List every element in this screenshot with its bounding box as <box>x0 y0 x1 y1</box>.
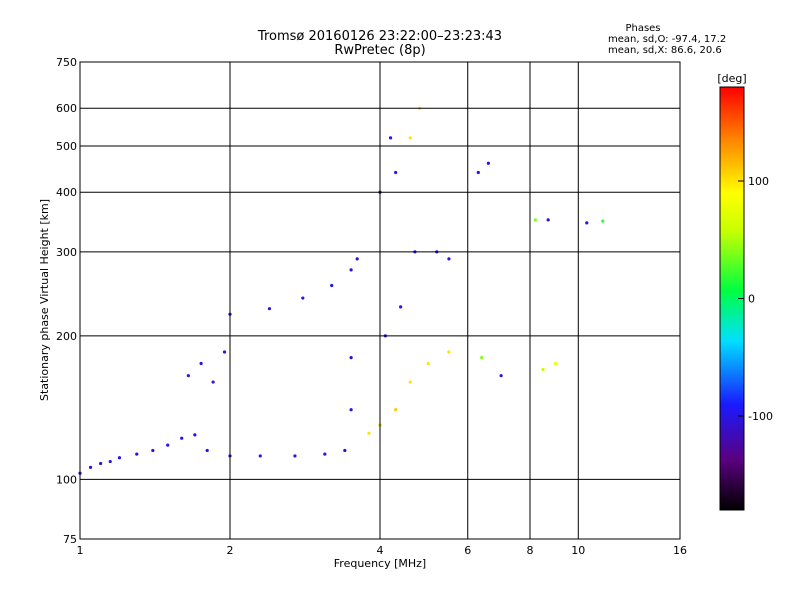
data-point <box>546 218 550 222</box>
data-point <box>343 448 347 453</box>
data-point <box>367 431 371 435</box>
data-point <box>199 361 203 366</box>
data-point <box>408 136 412 140</box>
y-tick-label: 600 <box>56 102 77 115</box>
chart-title: Tromsø 20160126 23:22:00–23:23:43 <box>257 29 502 44</box>
data-point <box>541 367 545 372</box>
data-point <box>349 356 353 360</box>
data-point <box>186 374 190 378</box>
data-point <box>205 448 209 453</box>
data-point <box>499 374 503 378</box>
y-tick-label: 750 <box>56 56 77 69</box>
data-point <box>180 436 184 440</box>
data-point <box>267 307 272 311</box>
y-tick-label: 500 <box>56 140 77 153</box>
data-point <box>222 350 227 354</box>
x-tick-label: 16 <box>673 544 687 557</box>
data-point <box>301 296 305 300</box>
data-point <box>447 257 451 261</box>
data-point <box>88 465 93 469</box>
chart-subtitle: RwPretec (8p) <box>334 43 425 58</box>
x-tick-label: 8 <box>527 544 534 557</box>
y-tick-label: 200 <box>56 330 77 343</box>
plot-frame <box>79 61 681 540</box>
data-point <box>601 219 605 223</box>
data-point <box>480 356 484 360</box>
x-tick-label: 10 <box>571 544 585 557</box>
y-tick-label: 100 <box>56 473 77 486</box>
data-point <box>486 161 490 165</box>
data-point <box>447 350 451 354</box>
data-point <box>388 136 393 140</box>
data-point <box>166 443 170 447</box>
data-point <box>349 268 353 272</box>
y-tick-label: 75 <box>63 533 77 546</box>
x-tick-label: 1 <box>77 544 84 557</box>
y-tick-label: 300 <box>56 246 77 259</box>
data-point <box>585 221 589 225</box>
x-axis-ticks: 1 2 4 6 8 10 16 <box>77 544 688 557</box>
stats-heading: Phases <box>625 23 660 34</box>
colorbar-tick-label: 0 <box>748 293 755 306</box>
data-point <box>426 361 430 366</box>
data-point <box>99 461 103 466</box>
colorbar-tick-label: 100 <box>748 175 769 188</box>
colorbar-tick-label: -100 <box>748 410 773 423</box>
scatter-points <box>78 106 605 475</box>
data-point <box>476 170 480 175</box>
data-point <box>211 380 215 384</box>
data-point <box>394 408 398 412</box>
data-point <box>553 361 558 366</box>
data-point <box>193 433 197 437</box>
y-axis-ticks: 75 100 200 300 400 500 600 750 <box>56 56 77 546</box>
colorbar-ticks: 100 0 -100 <box>738 175 773 423</box>
data-point <box>533 218 537 222</box>
grid-lines <box>80 62 680 539</box>
data-point <box>135 452 139 456</box>
data-point <box>258 454 262 458</box>
colorbar-unit-label: [deg] <box>717 72 746 85</box>
data-point <box>394 170 398 175</box>
data-point <box>108 459 112 464</box>
x-tick-label: 6 <box>464 544 471 557</box>
data-point <box>399 305 403 309</box>
data-point <box>355 257 359 261</box>
data-point <box>293 454 297 458</box>
data-point <box>151 448 155 453</box>
stats-x-mode: mean, sd,X: 86.6, 20.6 <box>608 45 722 56</box>
y-axis-label: Stationary phase Virtual Height [km] <box>38 199 51 401</box>
data-point <box>349 408 353 412</box>
x-axis-label: Frequency [MHz] <box>334 557 426 570</box>
data-point <box>117 456 122 460</box>
data-point <box>323 452 327 456</box>
data-point <box>408 380 412 384</box>
stats-o-mode: mean, sd,O: -97.4, 17.2 <box>608 34 726 45</box>
data-point <box>330 283 334 288</box>
y-tick-label: 400 <box>56 186 77 199</box>
x-tick-label: 4 <box>377 544 384 557</box>
x-tick-label: 2 <box>227 544 234 557</box>
